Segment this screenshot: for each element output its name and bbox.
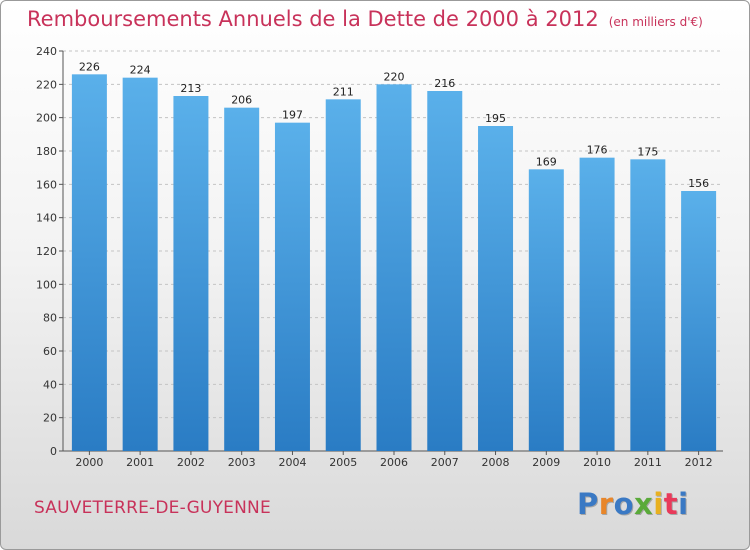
bar	[681, 191, 717, 451]
logo-letter: i	[678, 487, 689, 521]
x-tick-label: 2007	[431, 456, 459, 469]
logo-letter: o	[613, 487, 635, 521]
bar-value-label: 156	[688, 177, 709, 190]
bar	[71, 74, 107, 451]
bar-value-label: 224	[130, 64, 151, 77]
logo-letter: r	[598, 487, 614, 521]
x-tick-label: 2010	[583, 456, 611, 469]
y-tick-label: 200	[36, 112, 57, 125]
proxiti-logo[interactable]: Proxiti	[577, 487, 689, 521]
bar-value-label: 169	[536, 155, 557, 168]
x-tick-label: 2012	[685, 456, 713, 469]
bar	[224, 107, 260, 452]
x-tick-label: 2009	[532, 456, 560, 469]
y-tick-label: 40	[43, 378, 57, 391]
bar-value-label: 211	[333, 85, 354, 98]
y-tick-label: 240	[36, 45, 57, 58]
bar-value-label: 226	[79, 60, 100, 73]
commune-name: SAUVETERRE-DE-GUYENNE	[34, 498, 271, 518]
bar-value-label: 213	[180, 82, 201, 95]
bar-value-label: 175	[637, 145, 658, 158]
x-tick-label: 2008	[482, 456, 510, 469]
y-tick-label: 160	[36, 178, 57, 191]
bars	[71, 74, 717, 452]
bar	[528, 169, 564, 452]
y-tick-label: 220	[36, 78, 57, 91]
bar-value-label: 195	[485, 112, 506, 125]
x-tick-label: 2001	[126, 456, 154, 469]
x-tick-label: 2003	[228, 456, 256, 469]
y-tick-label: 120	[36, 245, 57, 258]
y-tick-label: 20	[43, 412, 57, 425]
logo-letter: i	[653, 487, 664, 521]
bar	[376, 84, 412, 451]
bar	[478, 126, 514, 451]
bar	[325, 99, 361, 451]
bar-value-label: 206	[231, 94, 252, 107]
x-tick-label: 2005	[329, 456, 357, 469]
bar-value-label: 220	[384, 70, 405, 83]
bar	[630, 159, 666, 452]
x-tick-label: 2011	[634, 456, 662, 469]
data-labels: 226 224 213 206 197 211 220 216 195 169 176 175 156	[79, 60, 709, 190]
bar-value-label: 176	[587, 144, 608, 157]
x-tick-label: 2000	[75, 456, 103, 469]
y-tick-label: 0	[50, 445, 57, 458]
bar	[173, 96, 209, 451]
y-tick-label: 140	[36, 212, 57, 225]
chart-subtitle: (en milliers d'€)	[608, 15, 703, 29]
x-tick-label: 2002	[177, 456, 205, 469]
axes: 0 20 40 60 80 100 120 140 160 180 200 220 240 2000 200…	[36, 45, 723, 469]
x-tick-label: 2006	[380, 456, 408, 469]
y-tick-label: 180	[36, 145, 57, 158]
bar-value-label: 197	[282, 109, 303, 122]
bar	[274, 122, 310, 452]
bar	[427, 91, 463, 451]
logo-letter: t	[663, 487, 679, 521]
bar-value-label: 216	[434, 77, 455, 90]
x-tick-label: 2004	[278, 456, 306, 469]
y-tick-label: 100	[36, 278, 57, 291]
y-tick-label: 80	[43, 312, 57, 325]
bar	[579, 157, 615, 451]
chart-title: Remboursements Annuels de la Dette de 20…	[27, 7, 703, 31]
logo-letter: P	[577, 487, 599, 521]
chart-title-text: Remboursements Annuels de la Dette de 20…	[27, 7, 599, 31]
logo-letter: x	[634, 487, 654, 521]
bar	[122, 77, 158, 452]
y-tick-label: 60	[43, 345, 57, 358]
